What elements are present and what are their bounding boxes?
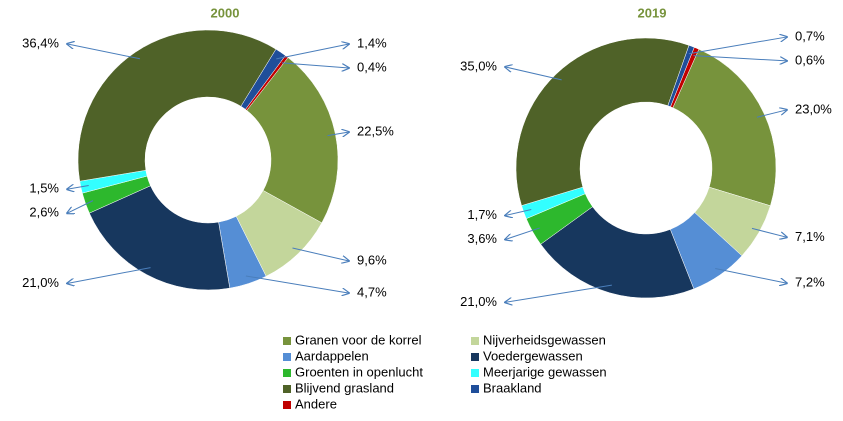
donut-slice <box>245 55 289 111</box>
label-arrow <box>693 55 787 61</box>
label-arrow <box>505 284 612 302</box>
legend-swatch <box>283 369 291 377</box>
chart-title: 2019 <box>638 5 667 20</box>
data-label: 35,0% <box>460 58 497 73</box>
legend-swatch <box>283 337 291 345</box>
data-label: 9,6% <box>357 252 387 267</box>
legend-label: Aardappelen <box>295 348 369 363</box>
data-label: 21,0% <box>460 294 497 309</box>
legend-swatch <box>283 401 291 409</box>
data-label: 0,6% <box>795 52 825 67</box>
legend-label: Granen voor de korrel <box>295 332 422 347</box>
label-arrow <box>67 200 94 214</box>
label-arrow <box>505 67 562 81</box>
legend-swatch <box>283 385 291 393</box>
chart-title: 2000 <box>211 5 240 20</box>
data-label: 7,2% <box>795 275 825 290</box>
donut-slice <box>89 185 231 291</box>
label-arrow <box>505 208 532 215</box>
donut-slice <box>540 206 695 299</box>
data-label: 1,7% <box>467 207 497 222</box>
donut-slice <box>77 29 277 182</box>
legend-label: Meerjarige gewassen <box>483 364 607 379</box>
legend-label: Groenten in openlucht <box>295 364 423 379</box>
data-label: 3,6% <box>467 231 497 246</box>
legend-label: Blijvend grasland <box>295 380 394 395</box>
data-label: 0,4% <box>357 59 387 74</box>
label-arrow <box>281 62 349 68</box>
legend-label: Andere <box>295 396 337 411</box>
legend-swatch <box>283 353 291 361</box>
label-arrow <box>245 275 349 293</box>
legend-swatch <box>471 369 479 377</box>
label-arrow <box>688 37 787 55</box>
data-label: 21,0% <box>22 275 59 290</box>
data-label: 2,6% <box>29 205 59 220</box>
label-arrow <box>505 227 540 240</box>
data-label: 4,7% <box>357 285 387 300</box>
label-arrow <box>67 267 151 284</box>
legend-swatch <box>471 353 479 361</box>
legend-label: Nijverheidsgewassen <box>483 332 606 347</box>
legend-label: Voedergewassen <box>483 348 583 363</box>
donut-slice <box>246 57 339 224</box>
data-label: 23,0% <box>795 101 832 116</box>
legend-swatch <box>471 385 479 393</box>
label-arrow <box>276 44 349 60</box>
data-label: 36,4% <box>22 35 59 50</box>
donut-slice <box>515 37 690 206</box>
data-label: 22,5% <box>357 123 394 138</box>
data-label: 1,4% <box>357 35 387 50</box>
label-arrow <box>67 186 89 190</box>
label-arrow <box>715 267 787 283</box>
data-label: 0,7% <box>795 28 825 43</box>
data-label: 1,5% <box>29 181 59 196</box>
label-arrow <box>67 44 141 60</box>
label-arrow <box>756 110 787 118</box>
donut-slice <box>670 47 700 109</box>
label-arrow <box>327 132 349 136</box>
legend-swatch <box>471 337 479 345</box>
legend-label: Braakland <box>483 380 542 395</box>
label-arrow <box>751 227 787 237</box>
data-label: 7,1% <box>795 229 825 244</box>
label-arrow <box>292 247 349 261</box>
donut-slice <box>672 48 777 207</box>
